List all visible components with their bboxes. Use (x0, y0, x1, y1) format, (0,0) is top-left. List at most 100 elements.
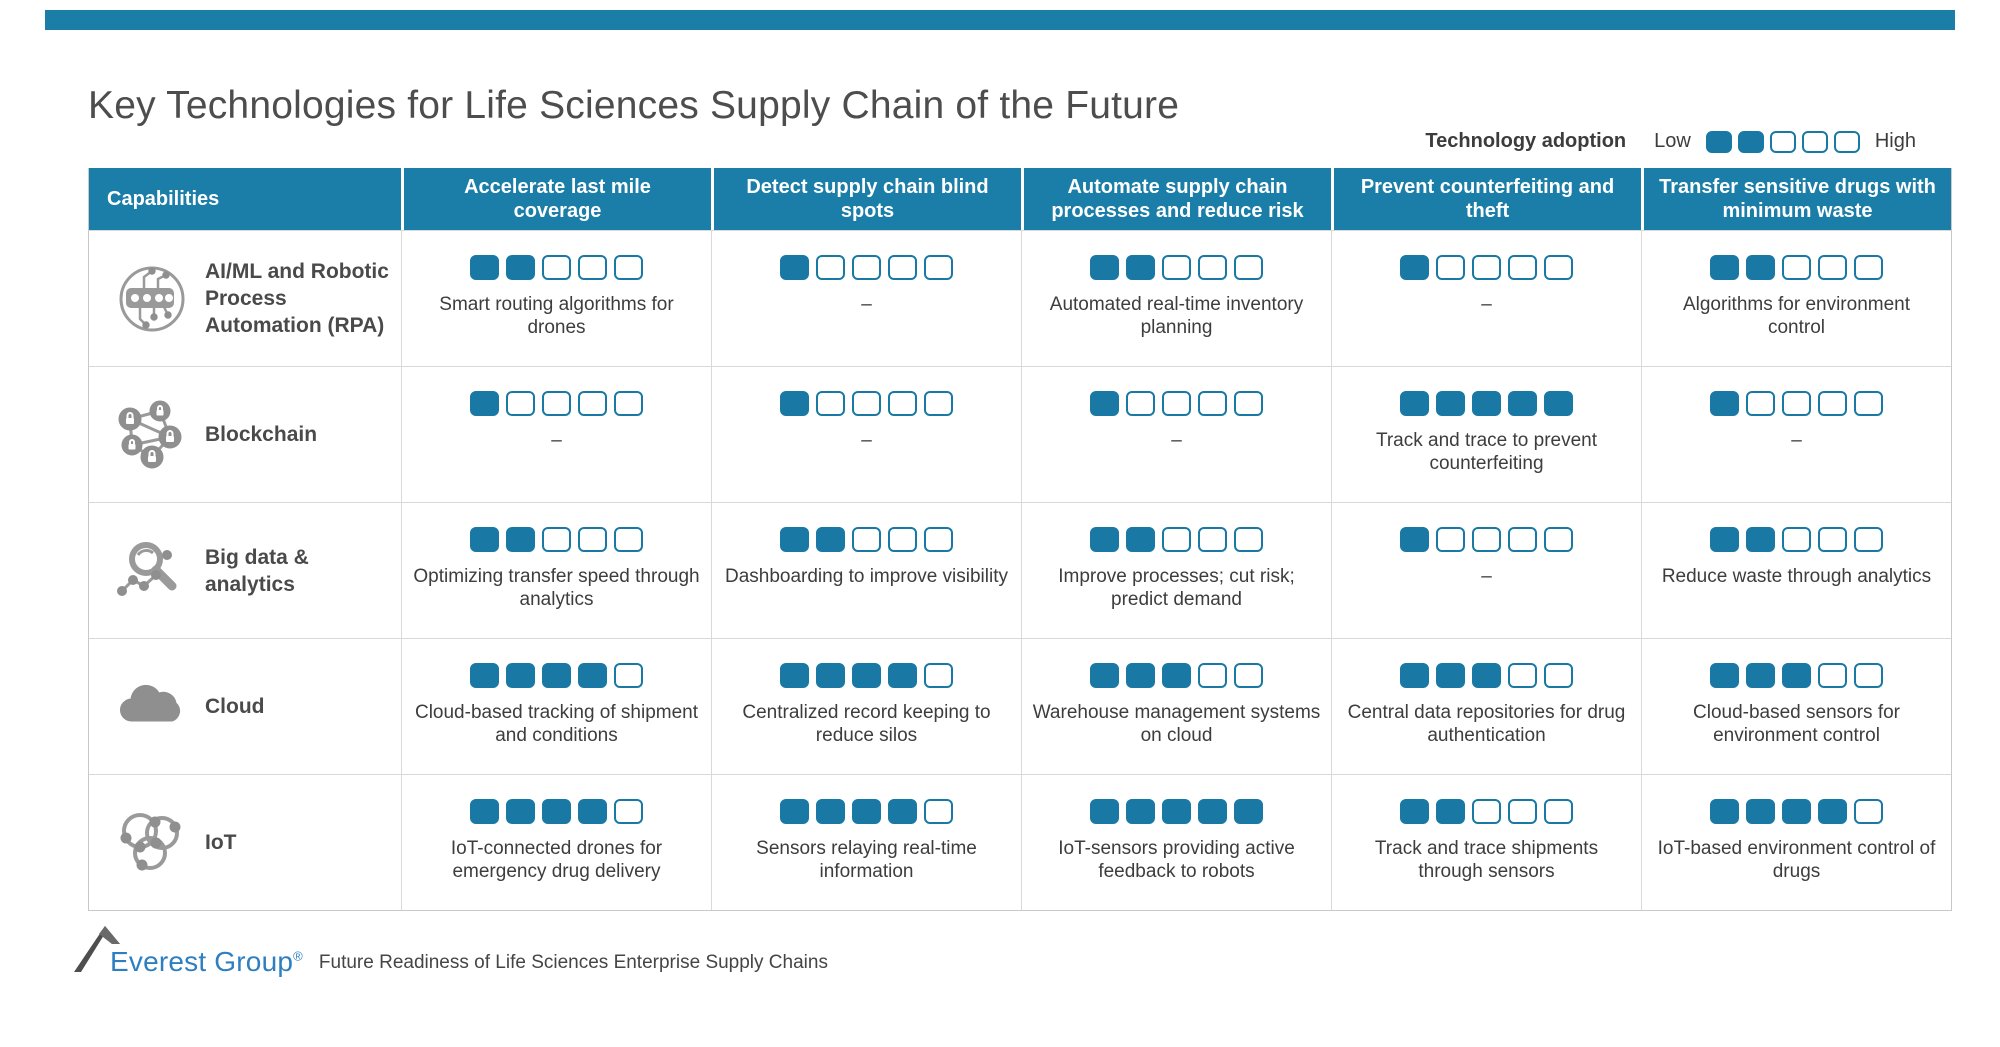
adoption-rating (1022, 660, 1331, 690)
rating-square-filled (1710, 798, 1739, 824)
rating-square-filled (1090, 526, 1119, 552)
matrix-cell: Warehouse management systems on cloud (1021, 639, 1331, 774)
top-accent-bar (45, 10, 1955, 30)
rating-square-empty (816, 390, 845, 416)
cell-note: Reduce waste through analytics (1661, 566, 1932, 587)
rating-square-filled (1818, 798, 1847, 824)
matrix-cell: Algorithms for environment control (1641, 231, 1951, 366)
cell-note: – (551, 430, 562, 451)
rating-square-filled (1782, 798, 1811, 824)
rating-square-filled (1544, 390, 1573, 416)
rating-square-filled (816, 662, 845, 688)
adoption-rating (1642, 252, 1951, 282)
rating-square-empty (1746, 390, 1775, 416)
rating-square-empty (1854, 662, 1883, 688)
adoption-rating (1332, 388, 1641, 418)
matrix-cell: – (401, 367, 711, 502)
table-row: IoT IoT-connected drones for emergency d… (89, 774, 1951, 910)
rating-square-empty (1198, 390, 1227, 416)
rating-square-filled (506, 662, 535, 688)
cell-note: Cloud-based sensors for environment cont… (1693, 702, 1900, 746)
adoption-rating (1332, 524, 1641, 554)
rating-square-empty (816, 254, 845, 280)
cloud-icon (113, 669, 191, 745)
rating-square-filled (888, 662, 917, 688)
rating-square-filled (1710, 662, 1739, 688)
cell-note: Smart routing algorithms for drones (439, 294, 674, 338)
adoption-rating (1332, 796, 1641, 826)
rating-square-filled (1126, 798, 1155, 824)
rating-square-empty (614, 254, 643, 280)
rating-square-filled (1710, 526, 1739, 552)
rating-square-empty (1436, 526, 1465, 552)
page-title: Key Technologies for Life Sciences Suppl… (88, 84, 1180, 128)
matrix-cell: Cloud-based tracking of shipment and con… (401, 639, 711, 774)
column-header-capabilities: Capabilities (107, 188, 220, 210)
adoption-rating (402, 388, 711, 418)
rating-square-filled (1126, 254, 1155, 280)
rating-square-empty (1234, 390, 1263, 416)
rating-square-empty (1472, 526, 1501, 552)
rating-square-filled (1090, 254, 1119, 280)
rating-square-empty (1508, 662, 1537, 688)
rating-square-empty (578, 254, 607, 280)
matrix-cell: – (1021, 367, 1331, 502)
rating-square-filled (1472, 390, 1501, 416)
rating-square-filled (1746, 526, 1775, 552)
matrix-cell: – (1641, 367, 1951, 502)
rating-square-filled (1436, 390, 1465, 416)
footer: Everest Group® Future Readiness of Life … (74, 922, 828, 978)
rating-square-empty (852, 254, 881, 280)
adoption-rating (1022, 388, 1331, 418)
rating-square-empty (1818, 254, 1847, 280)
rating-square-empty (578, 526, 607, 552)
cell-note: Track and trace shipments through sensor… (1374, 838, 1599, 882)
adoption-rating (712, 524, 1021, 554)
capability-label: IoT (205, 831, 237, 854)
adoption-rating (1332, 252, 1641, 282)
rating-square-empty (1782, 254, 1811, 280)
rating-square-filled (542, 662, 571, 688)
rating-square-filled (1090, 798, 1119, 824)
rating-square-empty (1544, 254, 1573, 280)
cell-note: – (1481, 566, 1492, 587)
rating-square-empty (888, 526, 917, 552)
rating-square-empty (614, 526, 643, 552)
rating-square-filled (1400, 798, 1429, 824)
capability-cell-blockchain: Blockchain (89, 367, 401, 502)
rating-square-filled (1746, 254, 1775, 280)
capability-cell-cloud: Cloud (89, 639, 401, 774)
cell-note: Algorithms for environment control (1682, 294, 1911, 338)
rating-square-filled (852, 798, 881, 824)
adoption-rating (402, 796, 711, 826)
rating-square-empty (1162, 254, 1191, 280)
legend-rating-scale (1703, 130, 1863, 153)
adoption-legend: Technology adoption Low High (1425, 130, 1928, 153)
column-header-last-mile: Accelerate last mile coverage (401, 168, 711, 230)
rating-square-filled (1710, 254, 1739, 280)
adoption-rating (712, 252, 1021, 282)
matrix-cell: IoT-connected drones for emergency drug … (401, 775, 711, 910)
rating-square-filled (1710, 390, 1739, 416)
rating-square-filled (1472, 662, 1501, 688)
cell-note: – (1171, 430, 1182, 451)
rating-square-empty (888, 390, 917, 416)
adoption-rating (1022, 796, 1331, 826)
rating-square-empty (924, 254, 953, 280)
rating-square-filled (780, 526, 809, 552)
matrix-cell: Track and trace shipments through sensor… (1331, 775, 1641, 910)
adoption-rating (712, 388, 1021, 418)
rating-square-filled (1746, 662, 1775, 688)
column-header-counterfeiting: Prevent counterfeiting and theft (1331, 168, 1641, 230)
matrix-cell: Centralized record keeping to reduce sil… (711, 639, 1021, 774)
rating-square-filled (1436, 798, 1465, 824)
rating-square-empty (1508, 798, 1537, 824)
cell-note: – (861, 294, 872, 315)
adoption-rating (1022, 524, 1331, 554)
table-row: AI/ML and Robotic Process Automation (RP… (89, 230, 1951, 366)
rating-square-filled (1436, 662, 1465, 688)
rating-square-empty (1818, 526, 1847, 552)
rating-square-filled (470, 798, 499, 824)
matrix-cell: – (1331, 503, 1641, 638)
source-caption: Future Readiness of Life Sciences Enterp… (318, 952, 828, 973)
